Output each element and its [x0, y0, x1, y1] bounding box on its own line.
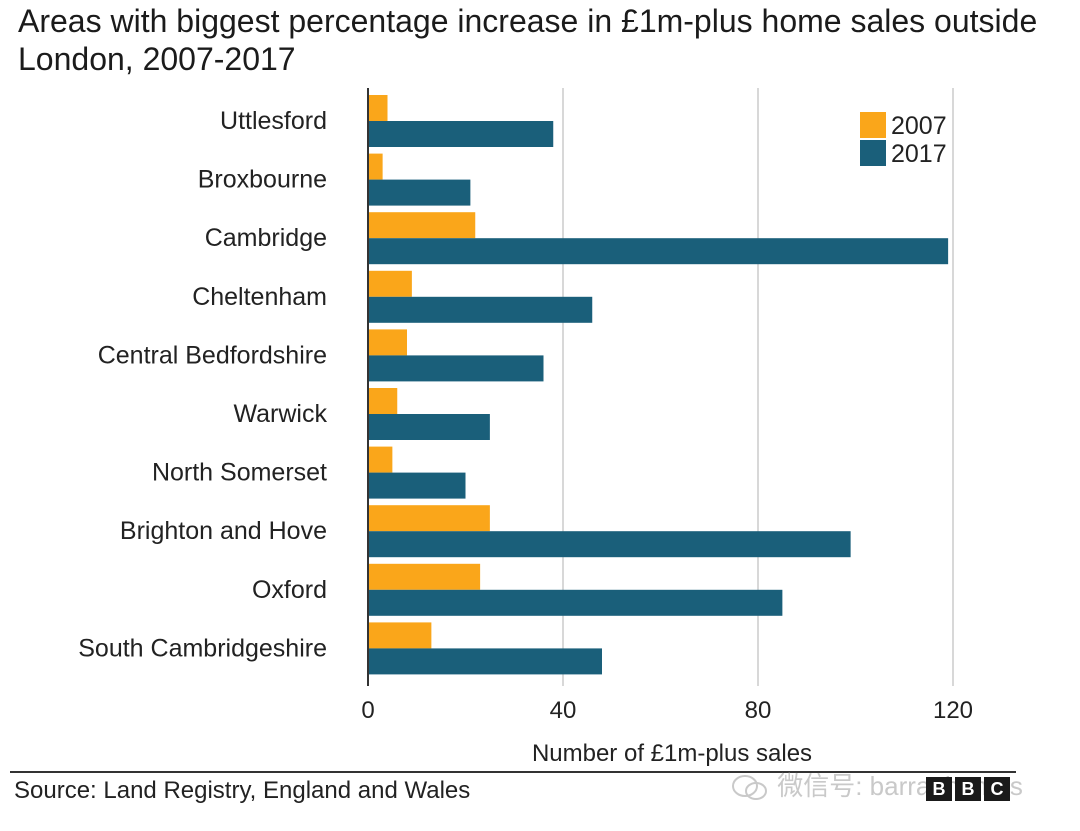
bar-2007-uttlesford — [368, 95, 388, 121]
bbc-logo: B B C — [926, 777, 1010, 801]
wechat-icon — [732, 775, 767, 801]
bar-chart: Uttlesford Broxbourne Cambridge Cheltenham C… — [78, 88, 973, 767]
category-labels: Uttlesford Broxbourne Cambridge Cheltenham C… — [78, 107, 327, 662]
category-label: South Cambridgeshire — [78, 634, 327, 662]
bbc-logo-letter: C — [984, 777, 1010, 801]
bar-2017-south-cambridgeshire — [368, 648, 602, 675]
legend-swatch-2007 — [860, 112, 886, 138]
chart-title: Areas with biggest percentage increase i… — [18, 3, 1038, 77]
footer-divider — [10, 771, 1016, 773]
category-label: Cheltenham — [192, 283, 327, 311]
category-label: Uttlesford — [220, 107, 327, 135]
bar-2007-cambridge — [368, 212, 476, 239]
bar-2017-brighton-and-hove — [368, 531, 851, 558]
bbc-logo-letter: B — [955, 777, 981, 801]
bar-2017-north-somerset — [368, 472, 466, 499]
bars — [368, 95, 949, 675]
bar-2017-cheltenham — [368, 296, 593, 323]
x-tick-label: 40 — [550, 697, 577, 724]
bar-2007-south-cambridgeshire — [368, 622, 432, 649]
bbc-logo-letter: B — [926, 777, 952, 801]
category-label: Oxford — [252, 576, 327, 604]
bar-2007-warwick — [368, 388, 398, 414]
x-axis-title: Number of £1m-plus sales — [532, 740, 812, 767]
legend-swatch-2017 — [860, 140, 886, 166]
bar-2017-central-bedfordshire — [368, 355, 544, 382]
bar-2017-broxbourne — [368, 179, 471, 206]
wechat-watermark: 微信号: barratthomes — [730, 766, 1023, 803]
category-label: Warwick — [233, 400, 327, 428]
bar-2017-oxford — [368, 589, 783, 616]
bar-2007-central-bedfordshire — [368, 329, 407, 356]
category-label: Brighton and Hove — [120, 517, 327, 545]
bar-2007-broxbourne — [368, 153, 383, 180]
grid-lines — [562, 88, 954, 686]
x-tick-label: 80 — [745, 697, 772, 724]
watermark-text: 微信号: barratthomes — [777, 771, 1023, 801]
bar-2017-warwick — [368, 414, 490, 440]
x-tick-label: 0 — [361, 697, 374, 724]
bar-2017-uttlesford — [368, 121, 554, 147]
category-label: Central Bedfordshire — [98, 341, 327, 369]
bar-2007-brighton-and-hove — [368, 505, 490, 532]
category-label: North Somerset — [152, 459, 327, 487]
legend-label: 2007 — [891, 112, 947, 140]
category-label: Broxbourne — [198, 166, 327, 194]
legend-label: 2017 — [891, 140, 947, 168]
x-tick-label: 120 — [933, 697, 973, 724]
bar-2007-north-somerset — [368, 446, 393, 473]
source-note: Source: Land Registry, England and Wales — [14, 777, 471, 804]
category-label: Cambridge — [205, 224, 327, 252]
bar-2017-cambridge — [368, 238, 949, 265]
bar-2007-cheltenham — [368, 270, 412, 297]
bar-2007-oxford — [368, 563, 481, 590]
x-tick-labels: 0 40 80 120 — [361, 697, 973, 724]
